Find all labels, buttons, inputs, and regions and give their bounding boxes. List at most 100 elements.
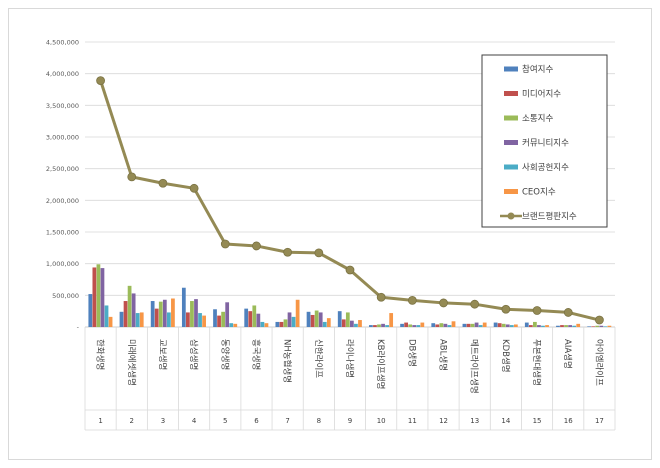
y-tick-label: - — [77, 324, 80, 332]
bar — [354, 323, 358, 327]
line-point — [96, 76, 105, 86]
legend-swatch — [504, 164, 518, 170]
x-tick-label: 푸본현대생명 — [531, 339, 542, 386]
bar — [337, 311, 342, 327]
bar — [595, 325, 600, 327]
line-point — [345, 265, 355, 275]
y-tick-label: 3,000,000 — [46, 134, 79, 142]
bar — [221, 311, 225, 327]
bar — [509, 325, 514, 327]
x-tick-label: 동양생명 — [219, 339, 230, 370]
legend-label: 브랜드평판지수 — [522, 211, 577, 222]
bar — [131, 293, 136, 327]
bar — [190, 301, 194, 327]
legend-label: 커뮤니티지수 — [522, 138, 569, 149]
x-tick-label: DB생명 — [406, 339, 417, 367]
line-point — [314, 248, 324, 258]
bar — [135, 313, 140, 327]
bar — [443, 323, 448, 327]
legend-swatch — [504, 189, 518, 194]
bar — [373, 325, 377, 327]
category-index: 4 — [192, 417, 197, 425]
bar — [252, 305, 257, 327]
bar — [275, 321, 280, 327]
bar — [108, 316, 113, 327]
y-tick-label: 2,500,000 — [46, 165, 79, 173]
bar — [295, 299, 300, 327]
x-tick-label: 라이나생명 — [344, 339, 355, 378]
bar — [291, 316, 296, 327]
x-tick-label: 흥국생명 — [250, 339, 261, 370]
bar — [198, 313, 202, 327]
x-tick-label: 교보생명 — [157, 339, 168, 370]
bar — [591, 326, 596, 327]
category-index: 15 — [533, 417, 542, 425]
line-point — [439, 298, 448, 308]
bar — [154, 308, 159, 327]
legend-marker — [507, 212, 515, 220]
y-tick-label: 1,500,000 — [46, 229, 79, 237]
category-index: 8 — [317, 417, 321, 425]
line-point — [158, 178, 168, 188]
bar — [123, 301, 128, 327]
bar — [341, 319, 346, 327]
bar — [256, 313, 261, 327]
bar — [533, 321, 537, 327]
category-index: 1 — [98, 417, 102, 425]
bar — [607, 325, 612, 327]
bar — [497, 323, 502, 327]
bar — [482, 322, 487, 327]
line-point — [376, 292, 386, 302]
bar — [451, 321, 456, 327]
bar — [404, 322, 408, 327]
bar — [186, 312, 190, 327]
category-index: 5 — [223, 417, 227, 425]
bar — [92, 267, 97, 327]
line-point — [127, 172, 137, 182]
bar — [127, 285, 132, 327]
bar — [568, 325, 572, 327]
category-index: 2 — [130, 417, 134, 425]
x-tick-label: KDB생명 — [500, 339, 511, 373]
bar — [181, 287, 186, 327]
bar — [474, 322, 479, 327]
category-index: 6 — [254, 417, 259, 425]
category-index: 9 — [348, 417, 352, 425]
bar — [556, 325, 560, 327]
legend-label: 미디어지수 — [522, 89, 561, 100]
bar — [283, 319, 288, 327]
bar — [435, 324, 440, 327]
x-tick-label: AIA생명 — [562, 339, 573, 369]
bar — [119, 311, 124, 327]
bar — [564, 325, 568, 327]
bar — [244, 308, 249, 327]
line-point — [595, 315, 604, 325]
x-tick-label: 미래에셋생명 — [126, 339, 137, 386]
line-point — [501, 304, 511, 314]
bar — [162, 299, 167, 327]
y-tick-label: 1,000,000 — [46, 260, 79, 268]
category-index: 7 — [285, 417, 289, 425]
bar — [150, 301, 155, 327]
category-index: 17 — [595, 417, 604, 425]
category-index: 3 — [161, 417, 165, 425]
x-tick-label: 신한라이프 — [313, 339, 324, 378]
bar — [381, 323, 385, 327]
bar — [158, 301, 163, 327]
bar — [213, 309, 217, 327]
legend-swatch — [504, 66, 518, 72]
category-index: 12 — [439, 417, 448, 425]
bar — [233, 323, 238, 327]
line-point — [407, 295, 417, 305]
bar — [385, 325, 389, 327]
bar — [306, 311, 311, 327]
bar — [478, 325, 483, 327]
x-tick-label: 메트라이프생명 — [469, 339, 480, 394]
category-index: 13 — [470, 417, 479, 425]
bar — [412, 325, 417, 327]
legend-swatch — [504, 115, 518, 121]
bar — [462, 323, 467, 327]
bar — [447, 325, 452, 327]
bar — [576, 323, 581, 327]
